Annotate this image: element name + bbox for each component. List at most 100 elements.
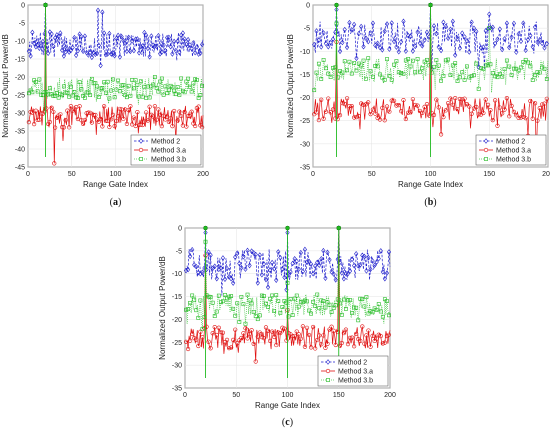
data-point [525, 36, 531, 43]
data-point [220, 330, 226, 335]
data-point [523, 57, 528, 62]
data-point [220, 255, 225, 261]
data-point [373, 42, 378, 49]
data-point [229, 294, 234, 299]
data-point [119, 33, 124, 40]
y-tick-label: 0 [306, 3, 310, 10]
x-tick-label: 50 [368, 171, 376, 178]
data-point [140, 43, 145, 49]
y-tick-label: -35 [300, 165, 310, 172]
data-point [180, 30, 185, 36]
data-point [49, 31, 54, 37]
data-point [166, 119, 171, 124]
data-point [410, 48, 415, 54]
data-point [345, 68, 349, 73]
data-point [206, 294, 211, 299]
data-point [483, 97, 488, 102]
data-point [441, 19, 446, 26]
data-point [32, 40, 37, 47]
data-point [117, 106, 122, 112]
data-point [284, 338, 289, 343]
data-point [296, 332, 301, 337]
data-point [311, 299, 316, 304]
data-point [528, 64, 533, 69]
data-point [145, 84, 150, 89]
data-point [348, 298, 352, 302]
data-point [420, 66, 425, 71]
data-point [319, 44, 324, 50]
legend-entry: Method 3.b [338, 378, 373, 385]
data-point [267, 338, 273, 343]
data-point [224, 337, 230, 343]
data-point [303, 298, 307, 303]
data-point [516, 68, 521, 73]
data-point [186, 76, 191, 81]
data-point [418, 69, 422, 74]
data-point [131, 47, 136, 54]
data-point [453, 96, 458, 101]
data-point [37, 77, 42, 82]
data-point [370, 333, 375, 338]
data-point [420, 110, 425, 115]
data-point [300, 299, 305, 304]
data-point [406, 110, 411, 115]
data-point [280, 325, 285, 330]
data-point [313, 304, 318, 308]
target-peak-marker [428, 2, 433, 8]
data-point [123, 40, 128, 47]
data-point [368, 30, 373, 36]
data-point [372, 338, 377, 344]
data-point [488, 107, 493, 113]
data-point [493, 40, 498, 47]
data-point [292, 296, 297, 301]
data-point [377, 117, 383, 122]
data-point [182, 36, 187, 42]
series-method-3-a [183, 225, 392, 364]
data-point [324, 66, 328, 71]
data-point [500, 74, 505, 79]
data-point [280, 266, 285, 272]
data-point [159, 49, 164, 55]
data-point [396, 70, 401, 75]
data-point [158, 50, 163, 57]
data-point [56, 95, 61, 100]
data-point [344, 306, 348, 311]
data-point [511, 109, 517, 114]
data-point [265, 328, 271, 333]
y-tick-label: -40 [15, 147, 25, 154]
data-point [387, 313, 391, 318]
data-point [168, 43, 173, 50]
x-tick-label: 50 [68, 171, 76, 178]
data-point [504, 58, 509, 63]
y-tick-label: -10 [300, 49, 310, 56]
legend-entry: Method 3.a [151, 148, 186, 155]
data-point [184, 124, 189, 129]
data-point [81, 121, 86, 126]
data-point [68, 104, 73, 109]
data-point [107, 30, 112, 37]
data-point [77, 104, 82, 109]
data-point [528, 98, 533, 104]
data-point [521, 114, 526, 119]
data-point [354, 305, 359, 310]
data-point [261, 336, 267, 341]
data-point [82, 33, 87, 39]
data-point [436, 105, 441, 110]
data-point [126, 108, 131, 113]
data-point [302, 344, 308, 349]
data-point [497, 105, 502, 110]
data-point [60, 47, 65, 54]
data-point [341, 297, 346, 302]
data-point [537, 36, 542, 43]
data-point [170, 124, 175, 129]
data-point [243, 266, 248, 272]
data-point [233, 327, 238, 332]
data-point [147, 104, 152, 109]
data-point [436, 44, 441, 50]
data-point [60, 125, 65, 130]
data-point [196, 51, 201, 57]
data-point [210, 331, 215, 336]
data-point [380, 269, 385, 275]
data-point [406, 57, 411, 61]
data-point [333, 342, 338, 348]
